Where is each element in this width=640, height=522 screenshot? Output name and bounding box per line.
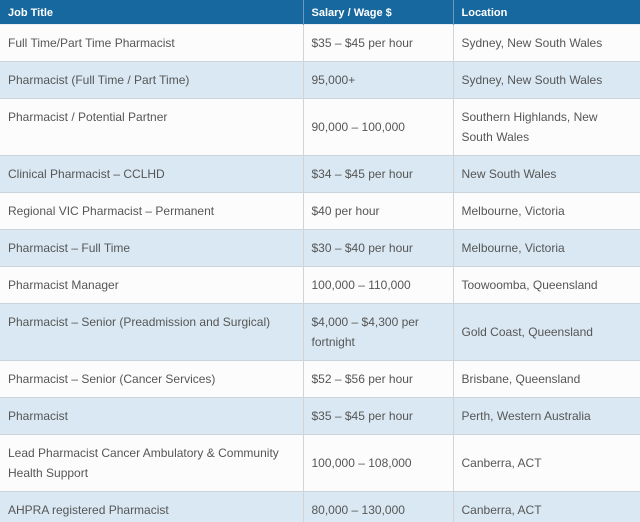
cell-salary: $34 – $45 per hour <box>302 155 453 193</box>
cell-salary: 80,000 – 130,000 <box>302 491 453 522</box>
cell-salary: 90,000 – 100,000 <box>302 98 453 156</box>
cell-salary: $30 – $40 per hour <box>302 229 453 267</box>
cell-job-title: Pharmacist – Senior (Preadmission and Su… <box>0 303 303 361</box>
cell-job-title: Lead Pharmacist Cancer Ambulatory & Comm… <box>0 434 303 492</box>
table-body: Full Time/Part Time Pharmacist $35 – $45 … <box>0 24 640 522</box>
cell-salary: $4,000 – $4,300 per fortnight <box>302 303 453 361</box>
cell-location: Sydney, New South Wales <box>452 24 640 62</box>
cell-location: Southern Highlands, New South Wales <box>452 98 640 156</box>
cell-location: Sydney, New South Wales <box>452 61 640 99</box>
table-row: Pharmacist – Senior (Cancer Services) $52… <box>0 360 640 398</box>
cell-location: Melbourne, Victoria <box>452 229 640 267</box>
cell-salary: $35 – $45 per hour <box>302 397 453 435</box>
cell-location: Perth, Western Australia <box>452 397 640 435</box>
column-header-job-title: Job Title <box>0 0 303 25</box>
cell-location: Canberra, ACT <box>452 491 640 522</box>
cell-salary: 95,000+ <box>302 61 453 99</box>
cell-salary: 100,000 – 108,000 <box>302 434 453 492</box>
header-row: Job Title Salary / Wage $ Location <box>0 0 640 25</box>
table-row: Regional VIC Pharmacist – Permanent $40 p… <box>0 192 640 230</box>
cell-location: Toowoomba, Queensland <box>452 266 640 304</box>
table-row: Lead Pharmacist Cancer Ambulatory & Comm… <box>0 434 640 492</box>
column-header-location: Location <box>452 0 640 25</box>
table-header: Job Title Salary / Wage $ Location <box>0 0 640 25</box>
cell-location: Gold Coast, Queensland <box>452 303 640 361</box>
cell-job-title: Full Time/Part Time Pharmacist <box>0 24 303 62</box>
table-row: Clinical Pharmacist – CCLHD $34 – $45 per… <box>0 155 640 193</box>
table-row: Full Time/Part Time Pharmacist $35 – $45 … <box>0 24 640 62</box>
cell-job-title: Regional VIC Pharmacist – Permanent <box>0 192 303 230</box>
table-row: Pharmacist – Senior (Preadmission and Su… <box>0 303 640 361</box>
cell-salary: $52 – $56 per hour <box>302 360 453 398</box>
cell-location: New South Wales <box>452 155 640 193</box>
cell-job-title: AHPRA registered Pharmacist <box>0 491 303 522</box>
table-row: AHPRA registered Pharmacist 80,000 – 130,… <box>0 491 640 522</box>
cell-job-title: Pharmacist – Senior (Cancer Services) <box>0 360 303 398</box>
cell-location: Melbourne, Victoria <box>452 192 640 230</box>
cell-salary: 100,000 – 110,000 <box>302 266 453 304</box>
cell-job-title: Pharmacist / Potential Partner <box>0 98 303 156</box>
cell-salary: $40 per hour <box>302 192 453 230</box>
cell-salary: $35 – $45 per hour <box>302 24 453 62</box>
table-row: Pharmacist / Potential Partner 90,000 – 1… <box>0 98 640 156</box>
column-header-salary: Salary / Wage $ <box>302 0 453 25</box>
table-row: Pharmacist (Full Time / Part Time) 95,000… <box>0 61 640 99</box>
table-row: Pharmacist Manager 100,000 – 110,000 Toowo… <box>0 266 640 304</box>
cell-location: Canberra, ACT <box>452 434 640 492</box>
cell-job-title: Pharmacist (Full Time / Part Time) <box>0 61 303 99</box>
table-row: Pharmacist $35 – $45 per hour Perth, Weste… <box>0 397 640 435</box>
table-row: Pharmacist – Full Time $30 – $40 per hour… <box>0 229 640 267</box>
cell-job-title: Pharmacist <box>0 397 303 435</box>
cell-job-title: Clinical Pharmacist – CCLHD <box>0 155 303 193</box>
cell-job-title: Pharmacist Manager <box>0 266 303 304</box>
cell-job-title: Pharmacist – Full Time <box>0 229 303 267</box>
cell-location: Brisbane, Queensland <box>452 360 640 398</box>
